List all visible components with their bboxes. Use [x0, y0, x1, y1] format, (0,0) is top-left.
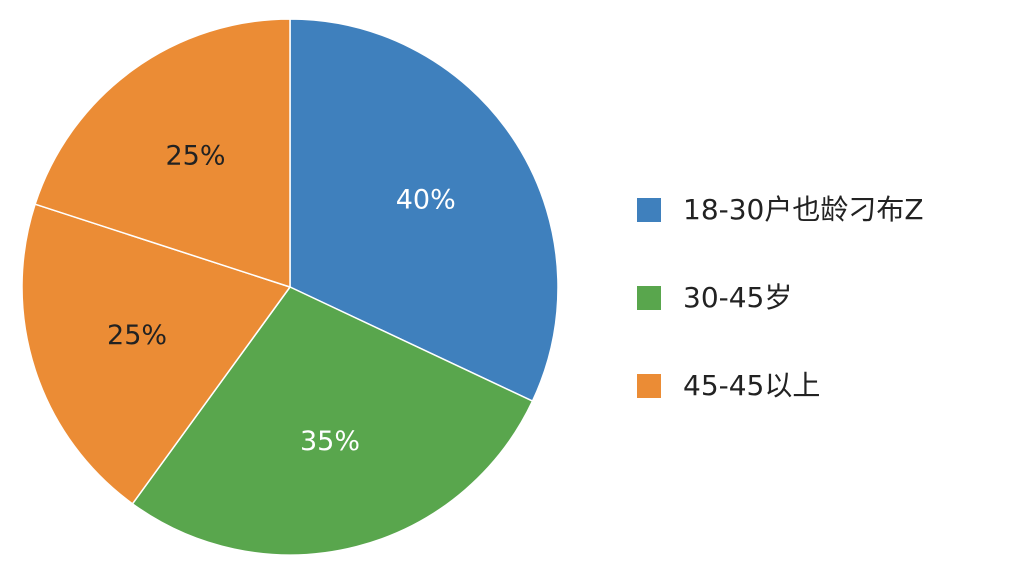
- data-label: 35%: [300, 426, 360, 457]
- pie-slice: [131, 286, 534, 556]
- pie-slice: [21, 203, 292, 505]
- legend-label: 30-45岁: [683, 281, 792, 314]
- data-label: 40%: [396, 184, 456, 215]
- legend-label: 45-45以上: [683, 369, 820, 402]
- data-label: 25%: [107, 320, 167, 351]
- legend-label: 18-30户也龄刁布Z: [683, 193, 924, 226]
- data-label: 25%: [165, 140, 225, 171]
- pie-slice: [289, 18, 559, 403]
- pie-slice: [34, 18, 291, 289]
- legend-swatch: [637, 286, 661, 310]
- legend-swatch: [637, 198, 661, 222]
- legend-swatch: [637, 374, 661, 398]
